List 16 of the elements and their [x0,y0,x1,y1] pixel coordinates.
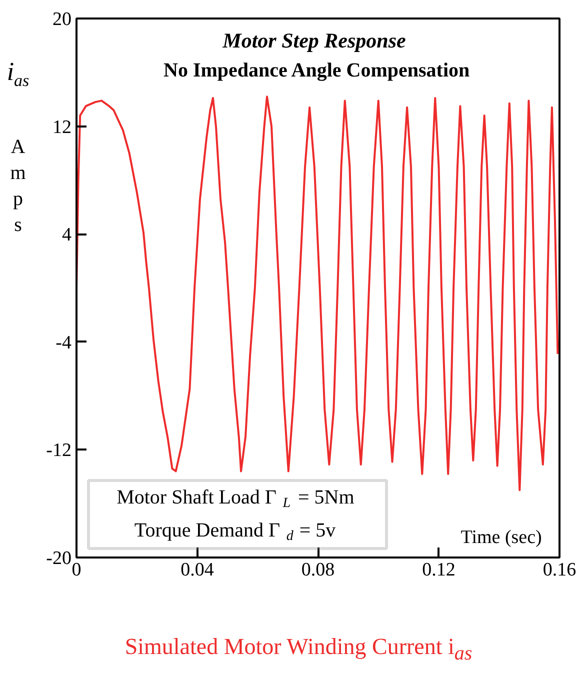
x-tick-label: 0.08 [301,560,335,580]
y-tick-label: -4 [56,332,72,354]
x-tick-label: 0 [72,560,82,580]
y-tick-label: 4 [62,224,72,246]
y-tick-label: -20 [46,548,72,569]
text: No Impedance Angle Compensation [164,60,470,82]
text: Motor Step Response [222,28,406,52]
x-axis-title: Time (sec) [460,527,542,548]
text: Simulated Motor Winding Current i$_{as}$ [124,633,472,667]
y-tick-label: 12 [52,116,72,138]
y-tick-label: 20 [52,9,72,30]
x-tick-label: 0.12 [422,560,456,580]
y-tick-label: -12 [46,440,72,462]
x-tick-label: 0.16 [542,560,576,580]
text: i$_{as}$ Amps [6,57,30,236]
x-tick-label: 0.04 [180,560,214,580]
